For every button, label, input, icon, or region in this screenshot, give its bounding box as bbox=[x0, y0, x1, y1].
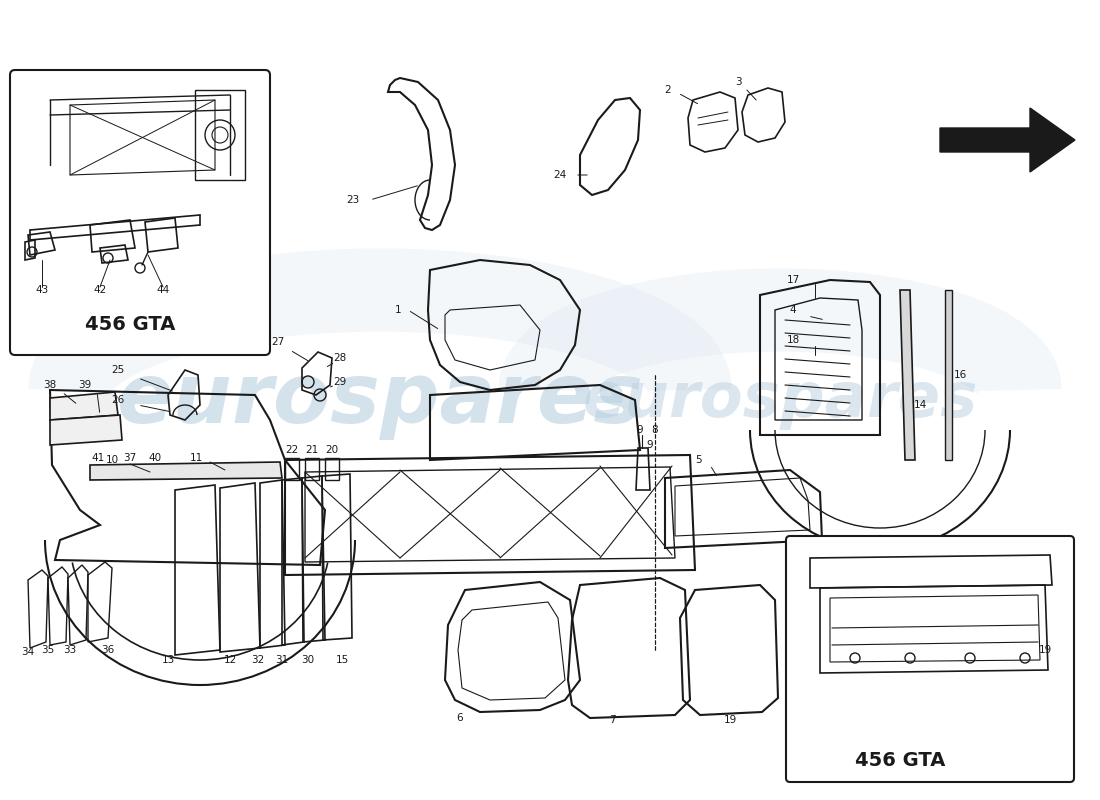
Text: 28: 28 bbox=[333, 353, 346, 363]
Text: 19: 19 bbox=[724, 715, 737, 725]
Text: 14: 14 bbox=[913, 400, 926, 410]
Text: 32: 32 bbox=[252, 655, 265, 665]
Text: 8: 8 bbox=[651, 425, 658, 435]
Text: 23: 23 bbox=[346, 195, 360, 205]
Text: 31: 31 bbox=[275, 655, 288, 665]
Text: 24: 24 bbox=[553, 170, 566, 180]
Text: eurospares: eurospares bbox=[117, 359, 644, 441]
Text: 5: 5 bbox=[695, 455, 702, 465]
Text: 6: 6 bbox=[456, 713, 463, 723]
Text: 43: 43 bbox=[35, 285, 48, 295]
Text: 456 GTA: 456 GTA bbox=[85, 315, 175, 334]
Text: 21: 21 bbox=[306, 445, 319, 455]
Text: 25: 25 bbox=[111, 365, 124, 375]
Polygon shape bbox=[50, 392, 118, 420]
Polygon shape bbox=[940, 108, 1075, 172]
Text: 22: 22 bbox=[285, 445, 298, 455]
Text: 27: 27 bbox=[272, 337, 285, 347]
Text: 1: 1 bbox=[395, 305, 402, 315]
Polygon shape bbox=[900, 290, 915, 460]
Text: 4: 4 bbox=[790, 305, 796, 315]
Text: 29: 29 bbox=[333, 377, 346, 387]
Text: 2: 2 bbox=[664, 85, 671, 95]
Polygon shape bbox=[945, 290, 952, 460]
Text: 38: 38 bbox=[43, 380, 56, 390]
Text: 34: 34 bbox=[21, 647, 34, 657]
Text: 13: 13 bbox=[162, 655, 175, 665]
Text: 9: 9 bbox=[647, 440, 653, 450]
FancyBboxPatch shape bbox=[10, 70, 269, 355]
Text: 20: 20 bbox=[326, 445, 339, 455]
Text: 41: 41 bbox=[91, 453, 104, 463]
Text: 15: 15 bbox=[336, 655, 349, 665]
Text: 16: 16 bbox=[954, 370, 967, 380]
Text: 7: 7 bbox=[608, 715, 615, 725]
Text: 18: 18 bbox=[786, 335, 800, 345]
Text: 456 GTA: 456 GTA bbox=[855, 750, 945, 770]
Text: 17: 17 bbox=[786, 275, 800, 285]
Text: 44: 44 bbox=[156, 285, 169, 295]
Text: 40: 40 bbox=[148, 453, 162, 463]
Polygon shape bbox=[90, 462, 282, 480]
Text: 30: 30 bbox=[301, 655, 315, 665]
Text: 36: 36 bbox=[101, 645, 114, 655]
Text: 42: 42 bbox=[94, 285, 107, 295]
Text: 12: 12 bbox=[223, 655, 236, 665]
Text: 33: 33 bbox=[64, 645, 77, 655]
Text: 11: 11 bbox=[189, 453, 202, 463]
Text: 39: 39 bbox=[78, 380, 91, 390]
Text: 37: 37 bbox=[123, 453, 136, 463]
Text: 19: 19 bbox=[1038, 645, 1052, 655]
Polygon shape bbox=[50, 415, 122, 445]
Text: 26: 26 bbox=[111, 395, 124, 405]
Text: 9: 9 bbox=[637, 425, 644, 435]
Text: 10: 10 bbox=[106, 455, 119, 465]
Text: 35: 35 bbox=[42, 645, 55, 655]
FancyBboxPatch shape bbox=[786, 536, 1074, 782]
Text: 3: 3 bbox=[735, 77, 741, 87]
Text: eurospares: eurospares bbox=[582, 370, 978, 430]
